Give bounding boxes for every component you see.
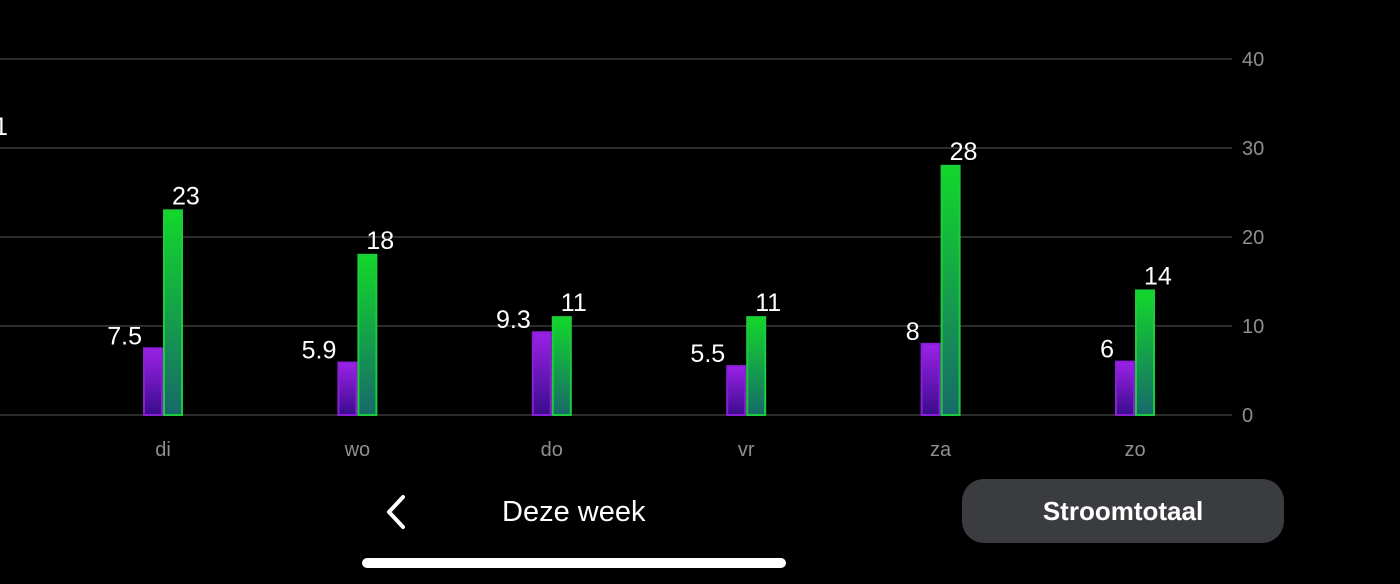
stroomtotaal-button[interactable]: Stroomtotaal [962, 479, 1284, 543]
bar-green [551, 316, 572, 417]
clipped-data-label: 1 [0, 113, 8, 141]
y-tick-label: 20 [1242, 227, 1264, 249]
x-tick-label: vr [738, 439, 755, 461]
bar-chart: 0 10 20 30 40 1 7.5 23 di 5.9 18 wo 9.3 11 do 5.5 11 vr 8… [0, 49, 1264, 461]
bar-purple [920, 342, 941, 416]
y-tick-label: 40 [1242, 49, 1264, 71]
data-label-purple: 8 [906, 318, 920, 346]
bar-green [357, 253, 378, 416]
period-label: Deze week [502, 496, 646, 528]
x-tick-label: do [541, 439, 563, 461]
bar-green [163, 209, 183, 416]
data-label-green: 28 [950, 138, 978, 166]
bottom-navigation: Deze week Stroomtotaal [0, 470, 1400, 584]
data-label-green: 23 [172, 182, 200, 210]
data-label-purple: 7.5 [107, 322, 142, 350]
data-label-purple: 5.9 [302, 336, 337, 364]
x-tick-label: za [930, 439, 952, 461]
x-tick-label: di [155, 439, 171, 461]
x-tick-label: wo [344, 439, 371, 461]
chevron-left-icon [387, 495, 405, 529]
data-label-purple: 6 [1100, 336, 1114, 364]
data-label-green: 11 [755, 289, 781, 317]
y-tick-label: 10 [1242, 316, 1264, 338]
bar-purple [531, 331, 552, 417]
home-indicator [362, 558, 786, 568]
bar-purple [143, 347, 163, 416]
x-tick-label: zo [1124, 439, 1145, 461]
y-tick-label: 30 [1242, 138, 1264, 160]
data-label-purple: 5.5 [690, 340, 725, 368]
data-label-green: 18 [366, 227, 394, 255]
data-label-purple: 9.3 [496, 306, 531, 334]
back-button[interactable] [376, 490, 416, 534]
chart-canvas: 0 10 20 30 40 1 7.5 23 di 5.9 18 wo 9.3 11 do 5.5 11 vr 8… [0, 49, 1264, 461]
bar-purple [337, 361, 358, 416]
y-tick-label: 0 [1242, 405, 1253, 427]
bar-green [940, 164, 961, 416]
data-label-green: 14 [1144, 262, 1172, 290]
bar-green [1135, 289, 1155, 416]
bar-purple [1115, 360, 1135, 417]
data-label-green: 11 [561, 289, 587, 317]
bar-green [746, 316, 767, 417]
bar-purple [726, 365, 747, 416]
